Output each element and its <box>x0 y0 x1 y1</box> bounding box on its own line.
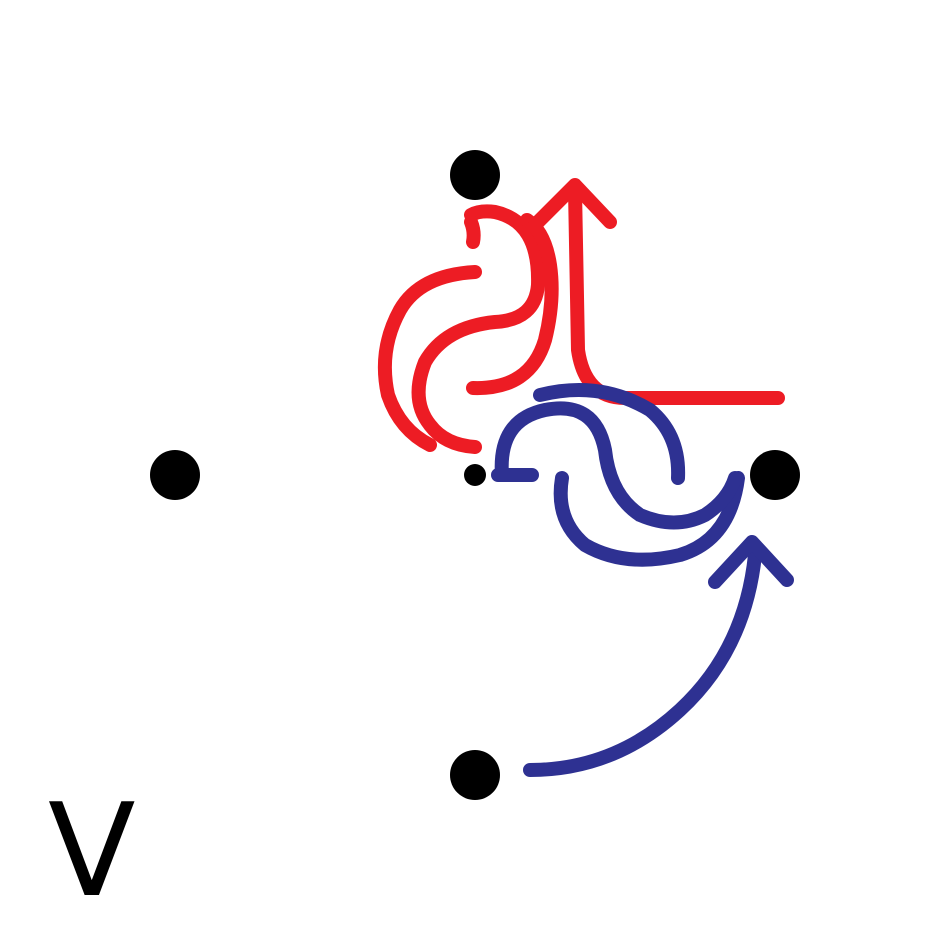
node-right <box>750 450 800 500</box>
node-left <box>150 450 200 500</box>
blue-arrow-head <box>708 535 794 589</box>
blue-path-arc <box>523 548 762 777</box>
blue-path-big-loop <box>553 471 745 567</box>
red-path-middle-wave <box>464 213 559 396</box>
node-center <box>464 464 486 486</box>
red-arrow-head <box>528 178 617 232</box>
blue-path-top-arc <box>491 383 686 485</box>
blue-path <box>491 383 794 777</box>
diagram-label: V <box>48 777 136 926</box>
node-top <box>450 150 500 200</box>
node-bottom <box>450 750 500 800</box>
blue-path-inner-s <box>494 401 742 530</box>
red-path-outer-arc <box>377 265 482 452</box>
red-path-inner-s <box>411 204 546 454</box>
